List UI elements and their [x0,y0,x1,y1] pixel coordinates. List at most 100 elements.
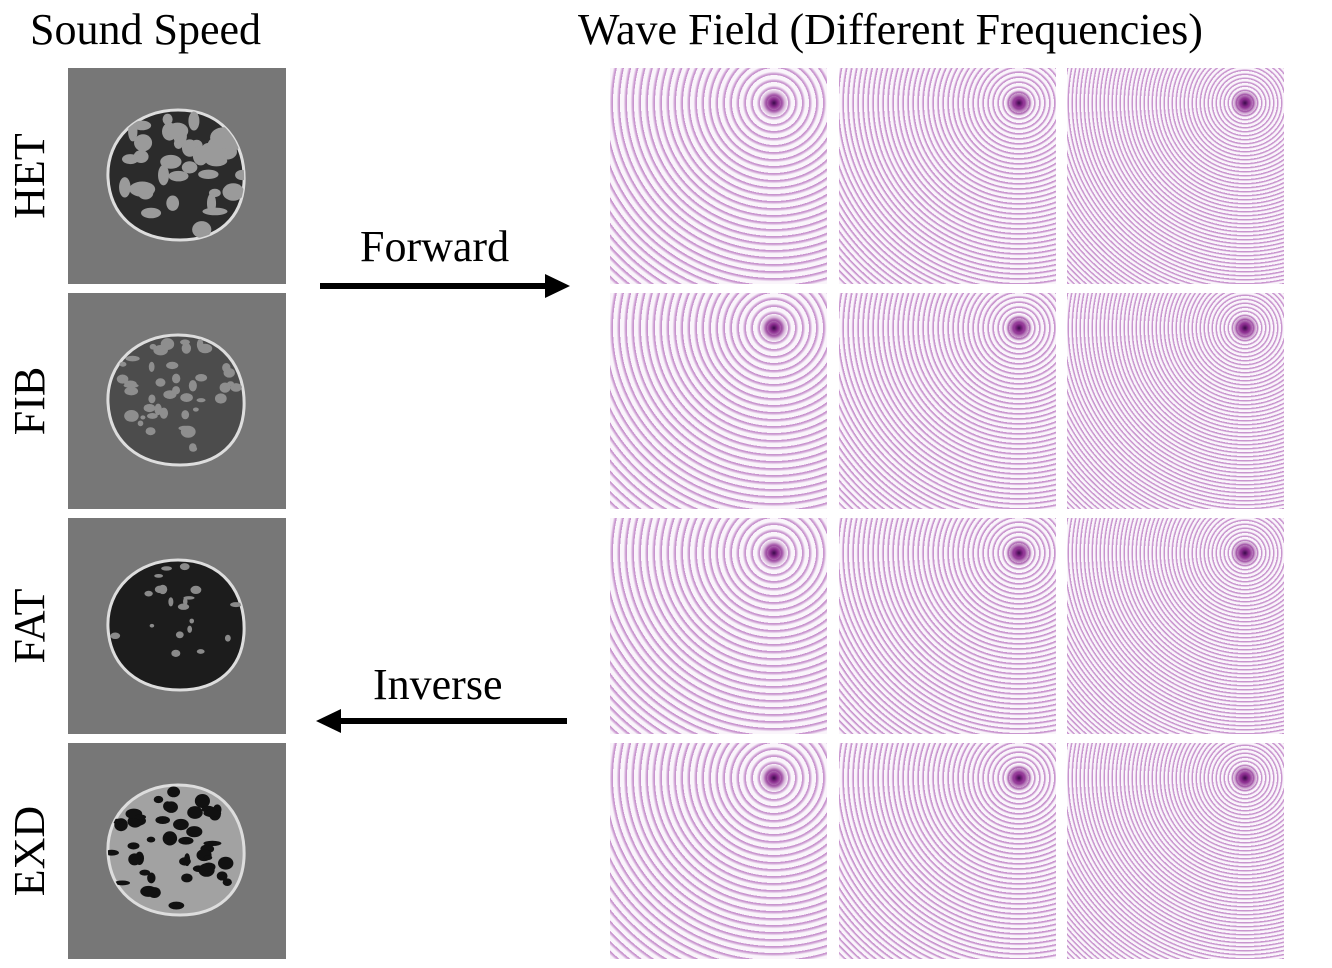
tissue-spot [107,849,119,856]
tissue-spot [128,121,138,142]
tissue-spot [134,134,153,152]
tissue-spot [235,169,245,181]
tissue-spot [133,150,149,163]
tissue-spot [195,374,208,382]
wave-field [610,293,827,509]
tissue-spot [178,425,192,431]
tissue-spot [196,398,206,403]
tissue-spot [140,415,146,420]
tissue-spot [128,853,141,866]
tissue-spot [168,170,189,182]
wave-field [610,68,827,284]
tissue-spot [190,585,202,595]
tissue-spot [147,872,156,884]
tissue-spot [178,836,194,845]
tissue-spot [222,362,231,373]
tissue-spot [218,856,234,870]
tissue-spot [214,393,227,404]
tissue-spot [171,649,181,657]
tissue-spot [173,127,187,146]
tissue-spot [203,855,213,861]
wave-field [610,743,827,959]
tissue-spot [153,345,168,356]
tissue-spot [189,618,195,624]
tissue-spot [196,649,205,654]
tissue-spot [132,120,152,131]
inverse-arrow-head [316,709,341,733]
tissue-spot [116,374,129,384]
tissue-spot [149,623,155,628]
tissue-spot [119,177,131,198]
tissue-spot [145,427,156,436]
tissue-spot [124,386,139,396]
wave-field [839,518,1056,734]
sound-speed-map [68,743,286,959]
tissue-spot [124,409,139,422]
tissue-spot [183,597,188,606]
tissue-spot [181,873,193,883]
tissue-spot [194,793,210,809]
tissue-spot [177,603,190,610]
tissue-spot [181,410,190,420]
tissue-spot [119,361,127,367]
breast [106,333,246,467]
tissue-spot [207,137,223,154]
tissue-spot [168,597,174,607]
tissue-spot [180,393,193,402]
tissue-spot [181,342,192,354]
wave-field [1067,743,1284,959]
tissue-spot [155,378,166,387]
tissue-spot [230,602,242,608]
right-title: Wave Field (Different Frequencies) [578,5,1203,54]
tissue-spot [153,795,164,804]
tissue-spot [146,412,158,419]
tissue-spot [222,878,232,887]
tissue-spot [161,566,173,571]
row-label: FAT [5,588,54,664]
tissue-spot [139,869,151,876]
tissue-spot [216,871,228,881]
tissue-spot [179,563,190,571]
row-label: HET [5,133,54,219]
tissue-spot [123,383,139,388]
tissue-spot [187,806,203,819]
tissue-spot [163,390,177,399]
tissue-spot [149,343,157,350]
tissue-spot [175,631,184,639]
tissue-spot [166,195,180,211]
tissue-spot [125,355,140,362]
wave-field [839,68,1056,284]
tissue-spot [154,573,164,578]
tissue-spot [162,831,178,846]
tissue-spot [187,625,193,633]
tissue-spot [167,786,181,798]
tissue-spot [137,420,144,427]
tissue-spot [127,842,140,850]
tissue-spot [144,590,153,597]
tissue-spot [202,207,228,216]
tissue-spot [158,584,168,595]
tissue-spot [168,901,185,910]
tissue [107,786,234,910]
sound-speed-map [68,68,286,284]
tissue-spot [203,840,222,846]
row-label: FIB [5,366,54,436]
tissue-spot [192,407,199,412]
tissue-spot [164,801,178,813]
tissue-spot [222,183,245,201]
tissue-spot [146,836,156,843]
sound-speed-map [68,518,286,734]
row-label: EXD [5,805,54,897]
tissue-spot [114,880,131,886]
left-title: Sound Speed [30,5,261,54]
forward-label: Forward [360,222,510,271]
tissue-spot [172,373,181,384]
wave-field [1067,293,1284,509]
tissue-spot [140,885,157,897]
tissue-spot [173,818,189,831]
tissue-spot [188,111,200,131]
tissue-spot [219,382,231,393]
tissue-spot [179,857,191,866]
tissue-spot [148,361,155,372]
tissue-spot [224,634,231,642]
